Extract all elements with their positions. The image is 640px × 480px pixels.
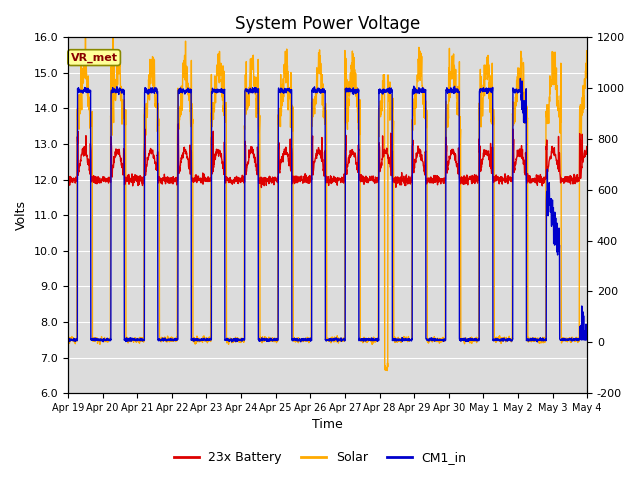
- Text: VR_met: VR_met: [70, 52, 118, 63]
- X-axis label: Time: Time: [312, 419, 343, 432]
- Title: System Power Voltage: System Power Voltage: [235, 15, 420, 33]
- Y-axis label: Volts: Volts: [15, 200, 28, 230]
- Legend: 23x Battery, Solar, CM1_in: 23x Battery, Solar, CM1_in: [168, 446, 472, 469]
